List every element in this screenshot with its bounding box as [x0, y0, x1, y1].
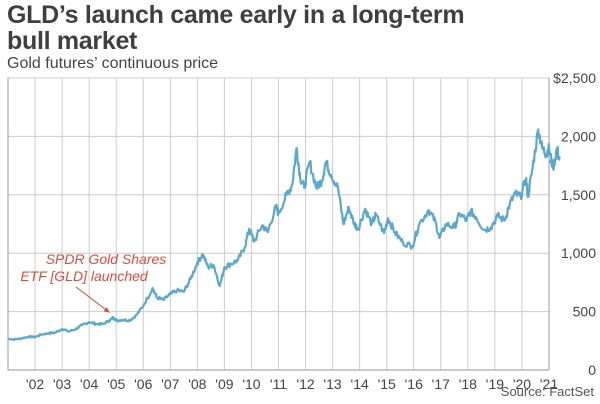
- x-tick-label: '08: [188, 376, 206, 392]
- horizontal-gridlines: [8, 77, 549, 313]
- x-tick-label: '02: [26, 376, 44, 392]
- x-tick-label: '13: [323, 376, 341, 392]
- series-line: [7, 128, 561, 342]
- x-tick-label: '17: [432, 376, 450, 392]
- x-tick-label: '18: [459, 376, 477, 392]
- annotation-text-line1: SPDR Gold Shares: [46, 251, 167, 267]
- x-tick-label: '06: [134, 376, 152, 392]
- annotation-arrowhead: [103, 307, 110, 313]
- y-tick-labels: $2,500 2,000 1,500 1,000 500 0: [553, 70, 596, 378]
- series-layer: [7, 128, 561, 342]
- annotation-arrow-line: [75, 286, 110, 313]
- annotation-text-line2: ETF [GLD] launched: [20, 268, 149, 284]
- x-tick-label: '05: [107, 376, 125, 392]
- x-tick-label: '19: [486, 376, 504, 392]
- x-tick-label: '14: [351, 376, 369, 392]
- vertical-gridlines: [34, 78, 523, 370]
- chart-title: GLD’s launch came early in a long-term b…: [7, 2, 567, 54]
- x-tick-label: '04: [80, 376, 98, 392]
- y-tick-label: 0: [588, 362, 596, 378]
- x-tick-label: '10: [242, 376, 260, 392]
- chart-subtitle: Gold futures’ continuous price: [7, 55, 219, 72]
- x-tick-label: '03: [53, 376, 71, 392]
- axes: [7, 78, 550, 371]
- x-tick-label: '12: [296, 376, 314, 392]
- x-tick-label: '11: [270, 376, 287, 392]
- source-note: Source: FactSet: [500, 384, 594, 399]
- y-tick-label: 1,000: [561, 245, 596, 261]
- annotation-layer: SPDR Gold Shares ETF [GLD] launched: [20, 251, 167, 313]
- y-tick-label: 500: [573, 304, 597, 320]
- x-tick-label: '16: [405, 376, 423, 392]
- x-tick-label: '07: [161, 376, 179, 392]
- chart-title-line2: bull market: [7, 27, 138, 55]
- y-tick-label: 1,500: [561, 187, 596, 203]
- y-tick-label: $2,500: [553, 70, 596, 86]
- x-tick-label: '15: [378, 376, 396, 392]
- x-tick-label: '21: [540, 376, 558, 392]
- y-tick-label: 2,000: [561, 128, 596, 144]
- x-tick-label: '09: [215, 376, 233, 392]
- x-tick-label: '20: [513, 376, 531, 392]
- chart-title-line1: GLD’s launch came early in a long-term: [7, 1, 465, 29]
- x-tick-labels: '02 '03 '04 '05 '06 '07 '08 '09 '10 '11 '12 '13 '14 '…: [26, 376, 558, 392]
